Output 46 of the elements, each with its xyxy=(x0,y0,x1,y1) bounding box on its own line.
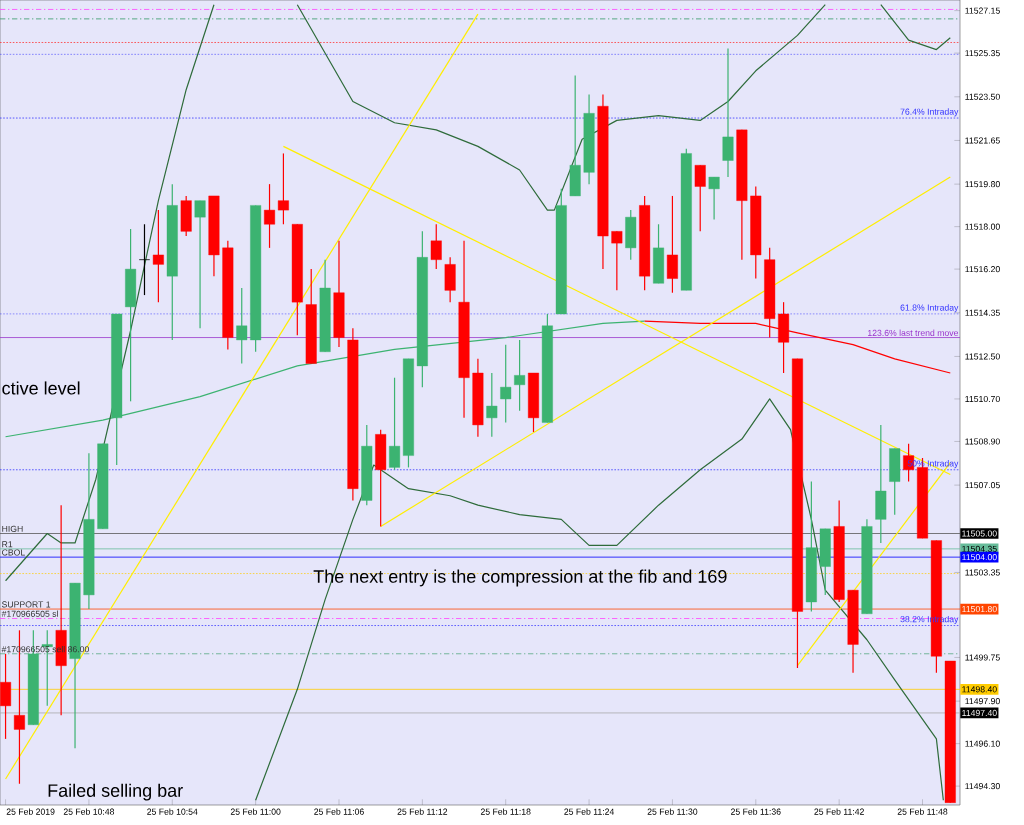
annotation: The next entry is the compression at the fib and 169 xyxy=(313,569,727,587)
x-tick-label: 25 Feb 11:12 xyxy=(397,808,448,815)
y-tick-label: 11494.30 xyxy=(965,783,1000,790)
x-tick-label: 25 Feb 11:06 xyxy=(314,808,364,815)
x-tick-label: 25 Feb 11:48 xyxy=(897,808,948,815)
ref-line-label: CBOL xyxy=(2,549,25,556)
text: 11505.00 xyxy=(962,530,997,537)
y-tick-label: 11510.70 xyxy=(965,395,1000,403)
x-tick-label: 25 Feb 11:36 xyxy=(731,808,781,815)
y-tick-label: 11503.35 xyxy=(965,569,1000,576)
annotation: Failed selling bar xyxy=(48,783,183,801)
y-tick-label: 11521.65 xyxy=(965,137,1000,144)
y-tick-label: 11519.80 xyxy=(965,181,1000,188)
x-tick-label: 25 Feb 11:18 xyxy=(480,808,531,815)
x-tick-label: 25 Feb 10:54 xyxy=(147,808,198,815)
ref-line-label: HIGH xyxy=(2,525,23,532)
y-tick-label: 11514.35 xyxy=(965,309,1000,316)
x-tick-label: 25 Feb 11:24 xyxy=(564,808,615,815)
y-tick-label: 11516.20 xyxy=(965,266,1000,273)
y-tick-label: 11525.35 xyxy=(965,50,1000,57)
x-tick-label: 25 Feb 10:48 xyxy=(63,808,115,815)
text: 11498.40 xyxy=(962,686,997,693)
ref-line-label: 123.6% last trend move xyxy=(868,329,959,336)
y-tick-label: 11508.90 xyxy=(965,438,1000,445)
ref-line-label: 76.4% Intraday xyxy=(900,108,959,117)
y-tick-label: 11527.15 xyxy=(965,7,1000,14)
y-tick-label: 11499.75 xyxy=(965,654,1000,661)
annotation: ctive level xyxy=(2,381,80,395)
ref-line-label: SUPPORT 1 xyxy=(2,601,51,608)
text: 11504.35 xyxy=(962,545,997,552)
y-tick-label: 11523.50 xyxy=(965,93,1000,100)
ref-line-label: 61.8% Intraday xyxy=(900,304,959,313)
x-tick-label: 25 Feb 2019 xyxy=(6,808,55,815)
x-tick-label: 25 Feb 11:00 xyxy=(230,808,281,815)
text: 11501.80 xyxy=(962,606,997,613)
text: 11497.40 xyxy=(962,709,997,716)
y-tick-label: 11518.00 xyxy=(965,223,1000,230)
x-tick-label: 25 Feb 11:42 xyxy=(814,808,864,815)
y-tick-label: 11496.10 xyxy=(965,740,1000,747)
y-tick-label: 11497.90 xyxy=(965,698,1000,705)
ref-line-label: R1 xyxy=(2,541,13,548)
y-tick-label: 11507.05 xyxy=(965,482,1000,489)
y-tick-label: 11512.50 xyxy=(965,353,1000,360)
ref-line-label: #170966505 sl xyxy=(1,610,58,617)
text: 11504.00 xyxy=(962,554,997,561)
x-tick-label: 25 Feb 11:30 xyxy=(647,808,698,815)
